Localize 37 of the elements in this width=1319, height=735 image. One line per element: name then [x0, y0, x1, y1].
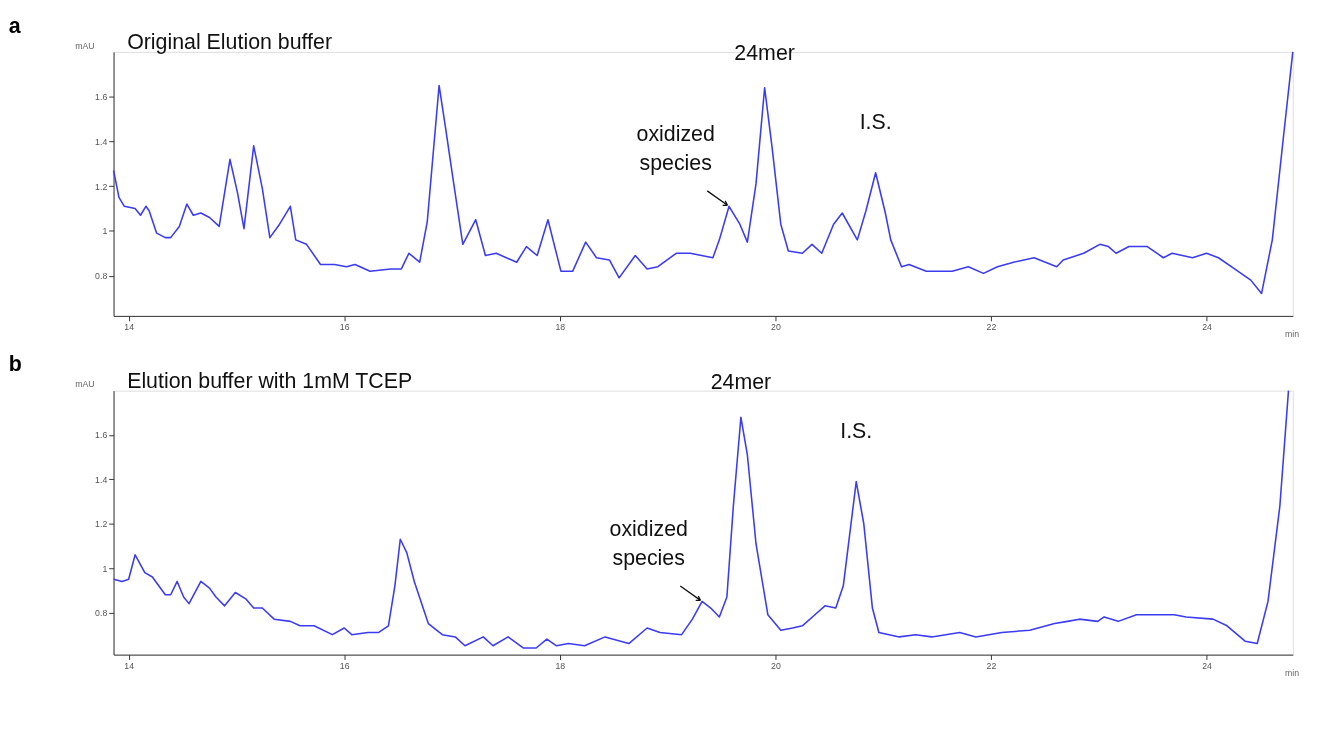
- x-tick-label: 20: [771, 660, 781, 671]
- annotation: Elution buffer with 1mM TCEP: [127, 368, 413, 393]
- x-axis-title: min: [1285, 667, 1300, 678]
- x-tick-label: 16: [339, 660, 350, 671]
- y-tick-label: 1: [102, 563, 108, 574]
- x-tick-label: 16: [339, 321, 350, 332]
- line-series: [112, 389, 1290, 649]
- x-tick-label: 18: [555, 660, 566, 671]
- y-tick-label: 1: [102, 226, 108, 237]
- annotation: Original Elution buffer: [127, 30, 333, 55]
- y-axis-title: mAU: [75, 379, 95, 390]
- x-axis-title: min: [1285, 328, 1300, 339]
- x-tick-label: 24: [1202, 321, 1213, 332]
- y-tick-label: 1.6: [95, 92, 108, 103]
- annotation: 24mer: [734, 40, 795, 65]
- x-tick-label: 22: [986, 321, 997, 332]
- x-tick-label: 18: [555, 321, 566, 332]
- annotation: I.S.: [840, 418, 873, 443]
- y-tick-label: 1.2: [95, 519, 108, 530]
- y-axis-title: mAU: [75, 40, 95, 51]
- x-tick-label: 14: [124, 321, 135, 332]
- x-tick-label: 20: [771, 321, 781, 332]
- chart-title: b: [8, 352, 22, 377]
- x-tick-label: 22: [986, 660, 997, 671]
- y-tick-label: 1.6: [95, 430, 108, 441]
- y-tick-label: 1.4: [95, 474, 108, 485]
- annotation: oxidized species: [609, 517, 688, 571]
- annotation: I.S.: [859, 110, 892, 135]
- annotation: 24mer: [710, 370, 772, 395]
- y-tick-label: 0.8: [95, 607, 108, 618]
- y-tick-label: 0.8: [95, 271, 108, 282]
- x-tick-label: 24: [1202, 660, 1213, 671]
- y-tick-label: 1.2: [95, 181, 108, 192]
- y-tick-label: 1.4: [95, 136, 108, 147]
- chart-title: a: [8, 13, 21, 38]
- x-tick-label: 14: [124, 660, 135, 671]
- annotation: oxidized species: [636, 122, 715, 176]
